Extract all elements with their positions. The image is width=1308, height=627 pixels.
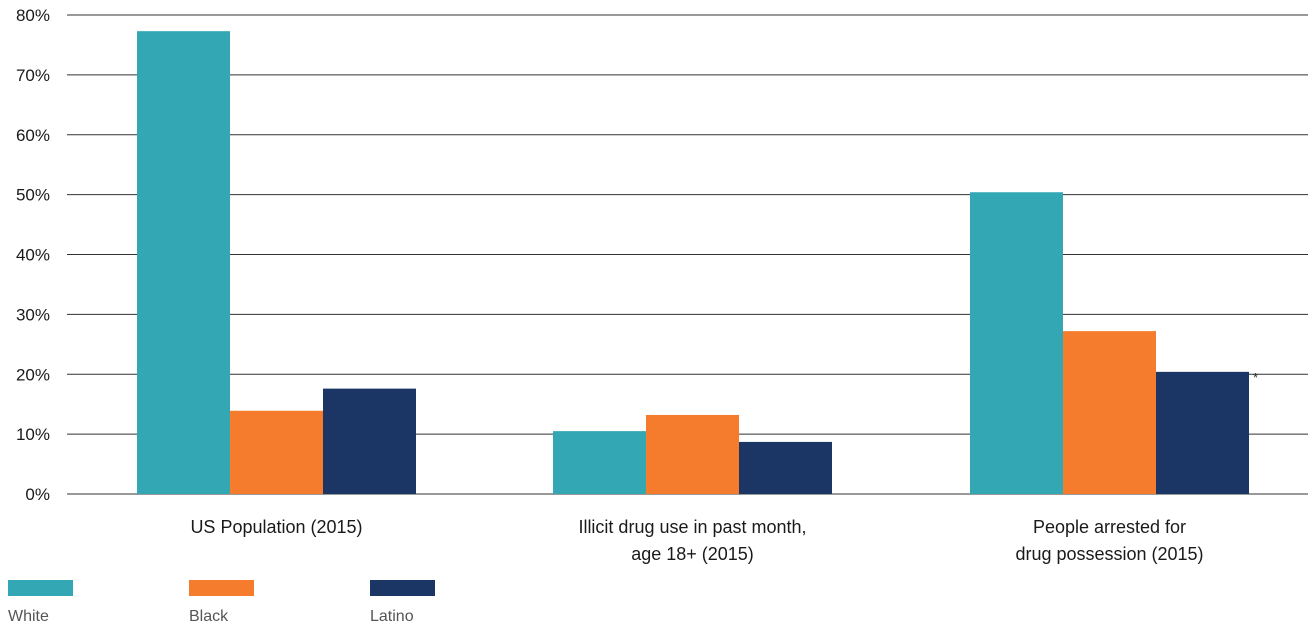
- y-tick-label-80: 80%: [16, 6, 50, 25]
- y-tick-label-50: 50%: [16, 186, 50, 205]
- bar-latino-1: [323, 388, 416, 494]
- legend-swatch-black: [189, 580, 254, 596]
- bar-latino-2: [739, 441, 832, 494]
- category-label-1-line-1: US Population (2015): [190, 517, 362, 537]
- bar-black-2: [646, 414, 739, 494]
- category-label-3-line-1: People arrested for: [1033, 517, 1186, 537]
- bar-black-1: [230, 410, 323, 494]
- y-tick-label-60: 60%: [16, 126, 50, 145]
- y-tick-label-40: 40%: [16, 246, 50, 265]
- y-tick-label-10: 10%: [16, 425, 50, 444]
- legend-label-black: Black: [189, 608, 229, 625]
- y-tick-label-30: 30%: [16, 305, 50, 324]
- y-tick-label-70: 70%: [16, 66, 50, 85]
- annotation-asterisk-1: *: [1253, 370, 1258, 385]
- legend-label-latino: Latino: [370, 608, 414, 625]
- bar-white-1: [137, 31, 230, 494]
- bar-latino-3: [1156, 371, 1249, 494]
- bar-white-3: [970, 192, 1063, 495]
- legend-swatch-white: [8, 580, 73, 596]
- y-tick-label-20: 20%: [16, 365, 50, 384]
- category-label-2-line-1: Illicit drug use in past month,: [578, 517, 806, 537]
- category-label-3-line-2: drug possession (2015): [1015, 544, 1203, 564]
- bar-white-2: [553, 431, 646, 494]
- y-tick-label-0: 0%: [25, 485, 50, 504]
- legend-swatch-latino: [370, 580, 435, 596]
- bar-black-3: [1063, 331, 1156, 494]
- legend-label-white: White: [8, 608, 49, 625]
- category-label-2-line-2: age 18+ (2015): [631, 544, 754, 564]
